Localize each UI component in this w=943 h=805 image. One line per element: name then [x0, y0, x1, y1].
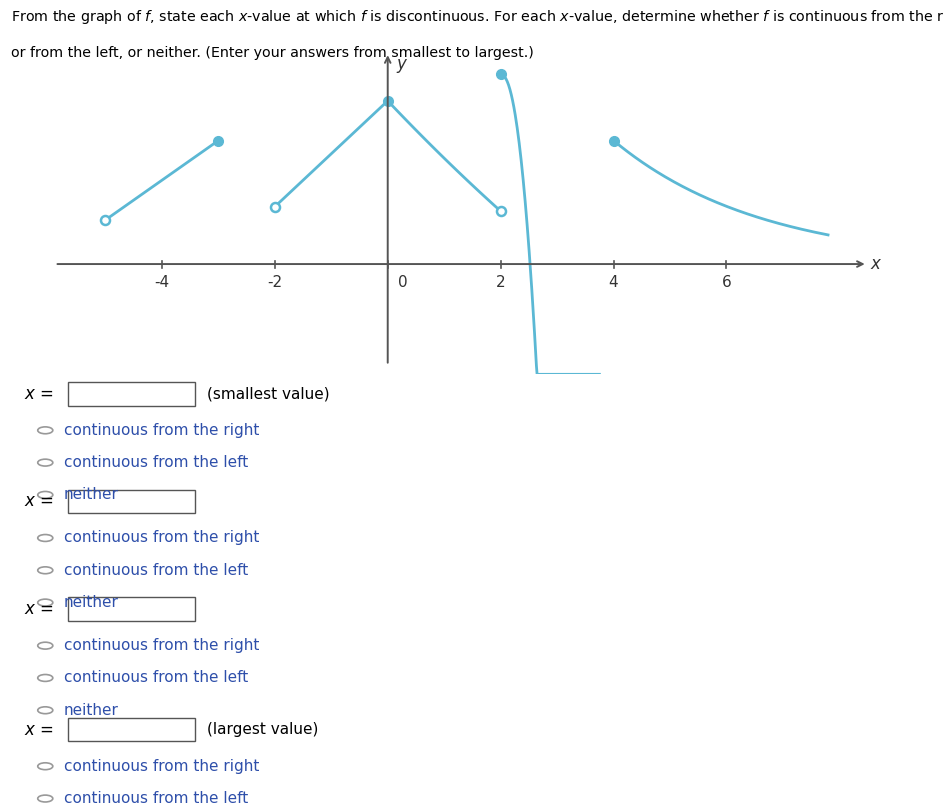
FancyBboxPatch shape	[68, 489, 195, 514]
Text: continuous from the right: continuous from the right	[64, 423, 259, 438]
Text: From the graph of $f$, state each $x$-value at which $f$ is discontinuous. For e: From the graph of $f$, state each $x$-va…	[11, 8, 943, 26]
Text: neither: neither	[64, 595, 119, 610]
Text: y: y	[396, 55, 406, 72]
Text: 6: 6	[721, 275, 732, 290]
FancyBboxPatch shape	[68, 718, 195, 741]
Text: x: x	[870, 255, 880, 273]
Text: (smallest value): (smallest value)	[207, 386, 329, 401]
Text: continuous from the left: continuous from the left	[64, 671, 248, 685]
Text: neither: neither	[64, 703, 119, 718]
Text: continuous from the left: continuous from the left	[64, 455, 248, 470]
Text: continuous from the right: continuous from the right	[64, 530, 259, 546]
Text: neither: neither	[64, 487, 119, 502]
Text: continuous from the right: continuous from the right	[64, 638, 259, 653]
Text: 4: 4	[609, 275, 619, 290]
Text: continuous from the left: continuous from the left	[64, 791, 248, 805]
Text: $x$ =: $x$ =	[24, 600, 53, 618]
Text: or from the left, or neither. (Enter your answers from smallest to largest.): or from the left, or neither. (Enter you…	[11, 46, 534, 60]
Text: $x$ =: $x$ =	[24, 493, 53, 510]
Text: $x$ =: $x$ =	[24, 385, 53, 402]
Text: (largest value): (largest value)	[207, 722, 318, 737]
Text: -4: -4	[155, 275, 170, 290]
Text: 2: 2	[496, 275, 505, 290]
FancyBboxPatch shape	[68, 597, 195, 621]
Text: -2: -2	[267, 275, 282, 290]
Text: $x$ =: $x$ =	[24, 720, 53, 739]
FancyBboxPatch shape	[68, 382, 195, 406]
Text: 0: 0	[398, 275, 407, 290]
Text: continuous from the left: continuous from the left	[64, 563, 248, 578]
Text: continuous from the right: continuous from the right	[64, 759, 259, 774]
